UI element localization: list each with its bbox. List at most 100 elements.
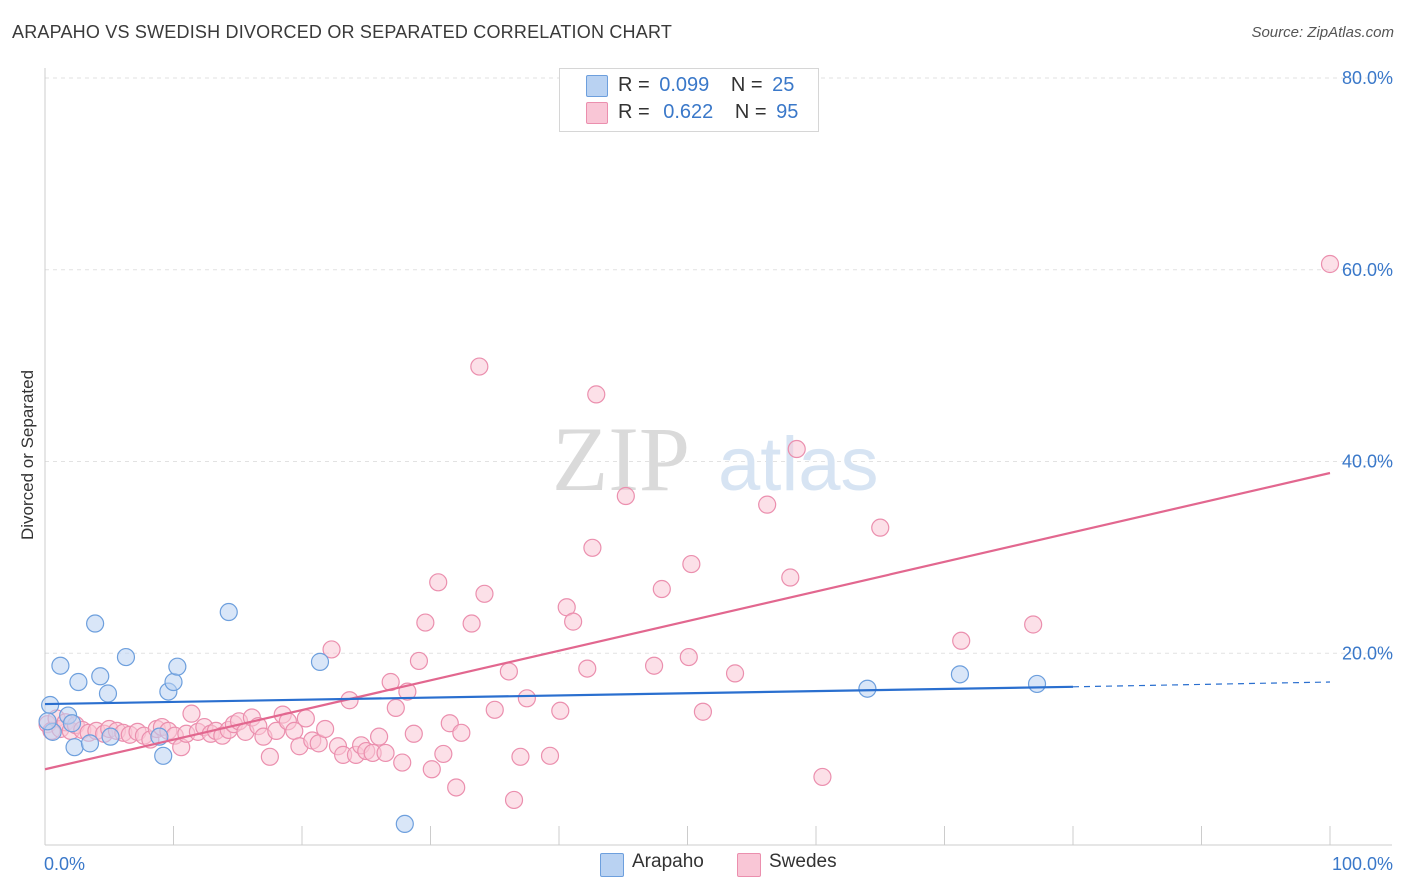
n-value: 95 xyxy=(776,101,799,123)
swedes-point xyxy=(511,747,530,766)
arapaho-point xyxy=(116,647,136,667)
arapaho-point xyxy=(80,734,100,753)
arapaho-point xyxy=(65,738,84,757)
arapaho-point xyxy=(219,602,238,622)
arapaho-point xyxy=(62,714,82,733)
arapaho-point xyxy=(310,652,330,671)
swedes-point xyxy=(1320,254,1340,274)
arapaho-point xyxy=(395,814,414,834)
swedes-point xyxy=(616,486,635,506)
swedes-point xyxy=(429,573,448,592)
swedes-point xyxy=(644,656,664,675)
swedes-point xyxy=(462,614,481,633)
swedes-point xyxy=(952,631,971,650)
swedes-point xyxy=(679,647,698,667)
swedes-point xyxy=(787,439,806,459)
arapaho-point xyxy=(86,614,105,633)
swedes-point xyxy=(725,664,745,683)
swedes-point xyxy=(871,518,890,537)
swedes-point xyxy=(393,753,412,772)
swedes-point xyxy=(758,495,777,514)
swedes-point xyxy=(322,640,341,659)
swedes-point xyxy=(447,778,466,797)
arapaho-point xyxy=(69,672,88,692)
n-value: 25 xyxy=(772,74,795,96)
swedes-point xyxy=(296,709,315,728)
watermark-atlas: atlas xyxy=(718,422,879,507)
arapaho-point xyxy=(101,727,120,746)
r-label: R = xyxy=(618,101,650,123)
swedes-point xyxy=(1024,615,1043,634)
arapaho-point xyxy=(38,712,57,731)
n-label: N = xyxy=(730,74,763,96)
gridlines xyxy=(45,77,1392,654)
arapaho-legend-label: Arapaho xyxy=(632,851,704,872)
swedes-point xyxy=(376,743,395,763)
chart-title: ARAPAHO VS SWEDISH DIVORCED OR SEPARATED… xyxy=(12,22,673,42)
swedes-point xyxy=(182,704,201,723)
axes xyxy=(44,68,1392,846)
y-tick-label: 40.0% xyxy=(1342,452,1393,472)
arapaho-point xyxy=(91,667,110,686)
swedes-point xyxy=(813,767,832,787)
swedes-point xyxy=(517,689,536,708)
swedes-point xyxy=(470,357,489,376)
arapaho-point xyxy=(858,679,877,698)
swedes-point xyxy=(434,744,453,764)
swedes-point xyxy=(504,790,524,810)
swedes-legend-label: Swedes xyxy=(769,851,837,872)
swedes-point xyxy=(587,385,606,404)
r-label: R = xyxy=(618,74,650,96)
arapaho-point xyxy=(168,657,187,676)
y-tick-label: 20.0% xyxy=(1342,643,1393,663)
swedes-point xyxy=(370,727,389,746)
swedes-point xyxy=(578,659,597,678)
swedes-point xyxy=(540,746,560,765)
swedes-point xyxy=(475,584,494,603)
n-label: N = xyxy=(734,101,767,123)
swedes-point xyxy=(316,719,335,739)
swedes-point xyxy=(551,701,570,720)
arapaho-trend-extension xyxy=(1072,681,1331,688)
swedes-point xyxy=(452,723,471,742)
swedes-point xyxy=(404,724,423,743)
swedes-point xyxy=(583,538,602,557)
swedes-point xyxy=(260,747,279,766)
y-tick-label: 60.0% xyxy=(1342,260,1393,280)
y-tick-label: 80.0% xyxy=(1342,68,1393,88)
trend-lines xyxy=(44,471,1331,771)
swedes-point xyxy=(499,662,518,681)
arapaho-point xyxy=(1027,674,1047,694)
r-value: 0.099 xyxy=(659,74,710,96)
arapaho-trend-line xyxy=(44,685,1074,706)
arapaho-point xyxy=(51,656,70,675)
legend-text-arapaho: R = 0.099 N = 25 xyxy=(618,74,794,97)
tick-labels: 20.0% 40.0% 60.0% 80.0% 0.0% 100.0% xyxy=(44,68,1393,874)
arapaho-point xyxy=(98,684,118,703)
swedes-point xyxy=(652,579,671,599)
swedes-point xyxy=(682,554,701,574)
swedes-point xyxy=(781,568,800,587)
arapaho-swatch xyxy=(586,75,608,97)
swedes-point xyxy=(485,700,504,719)
swedes-point xyxy=(416,613,435,632)
arapaho-point xyxy=(950,665,970,684)
arapaho-point xyxy=(154,746,173,765)
r-value: 0.622 xyxy=(663,101,714,123)
x-tick-label: 0.0% xyxy=(44,854,85,874)
swedes-trend-line xyxy=(44,471,1331,771)
swedes-point xyxy=(409,651,429,671)
swedes-point xyxy=(564,612,583,631)
swedes-swatch xyxy=(586,102,608,124)
x-tick-label: 100.0% xyxy=(1332,854,1393,874)
swedes-legend-swatch xyxy=(737,853,761,877)
swedes-point xyxy=(422,760,441,779)
arapaho-point xyxy=(164,672,183,692)
swedes-point xyxy=(693,702,713,721)
swedes-point xyxy=(386,698,405,717)
source-label: Source: ZipAtlas.com xyxy=(1251,24,1394,41)
legend-text-swedes: R = 0.622 N = 95 xyxy=(618,101,798,124)
arapaho-legend-swatch xyxy=(600,853,624,877)
stats-legend: R = 0.099 N = 25 R = 0.622 N = 95 xyxy=(559,68,819,132)
